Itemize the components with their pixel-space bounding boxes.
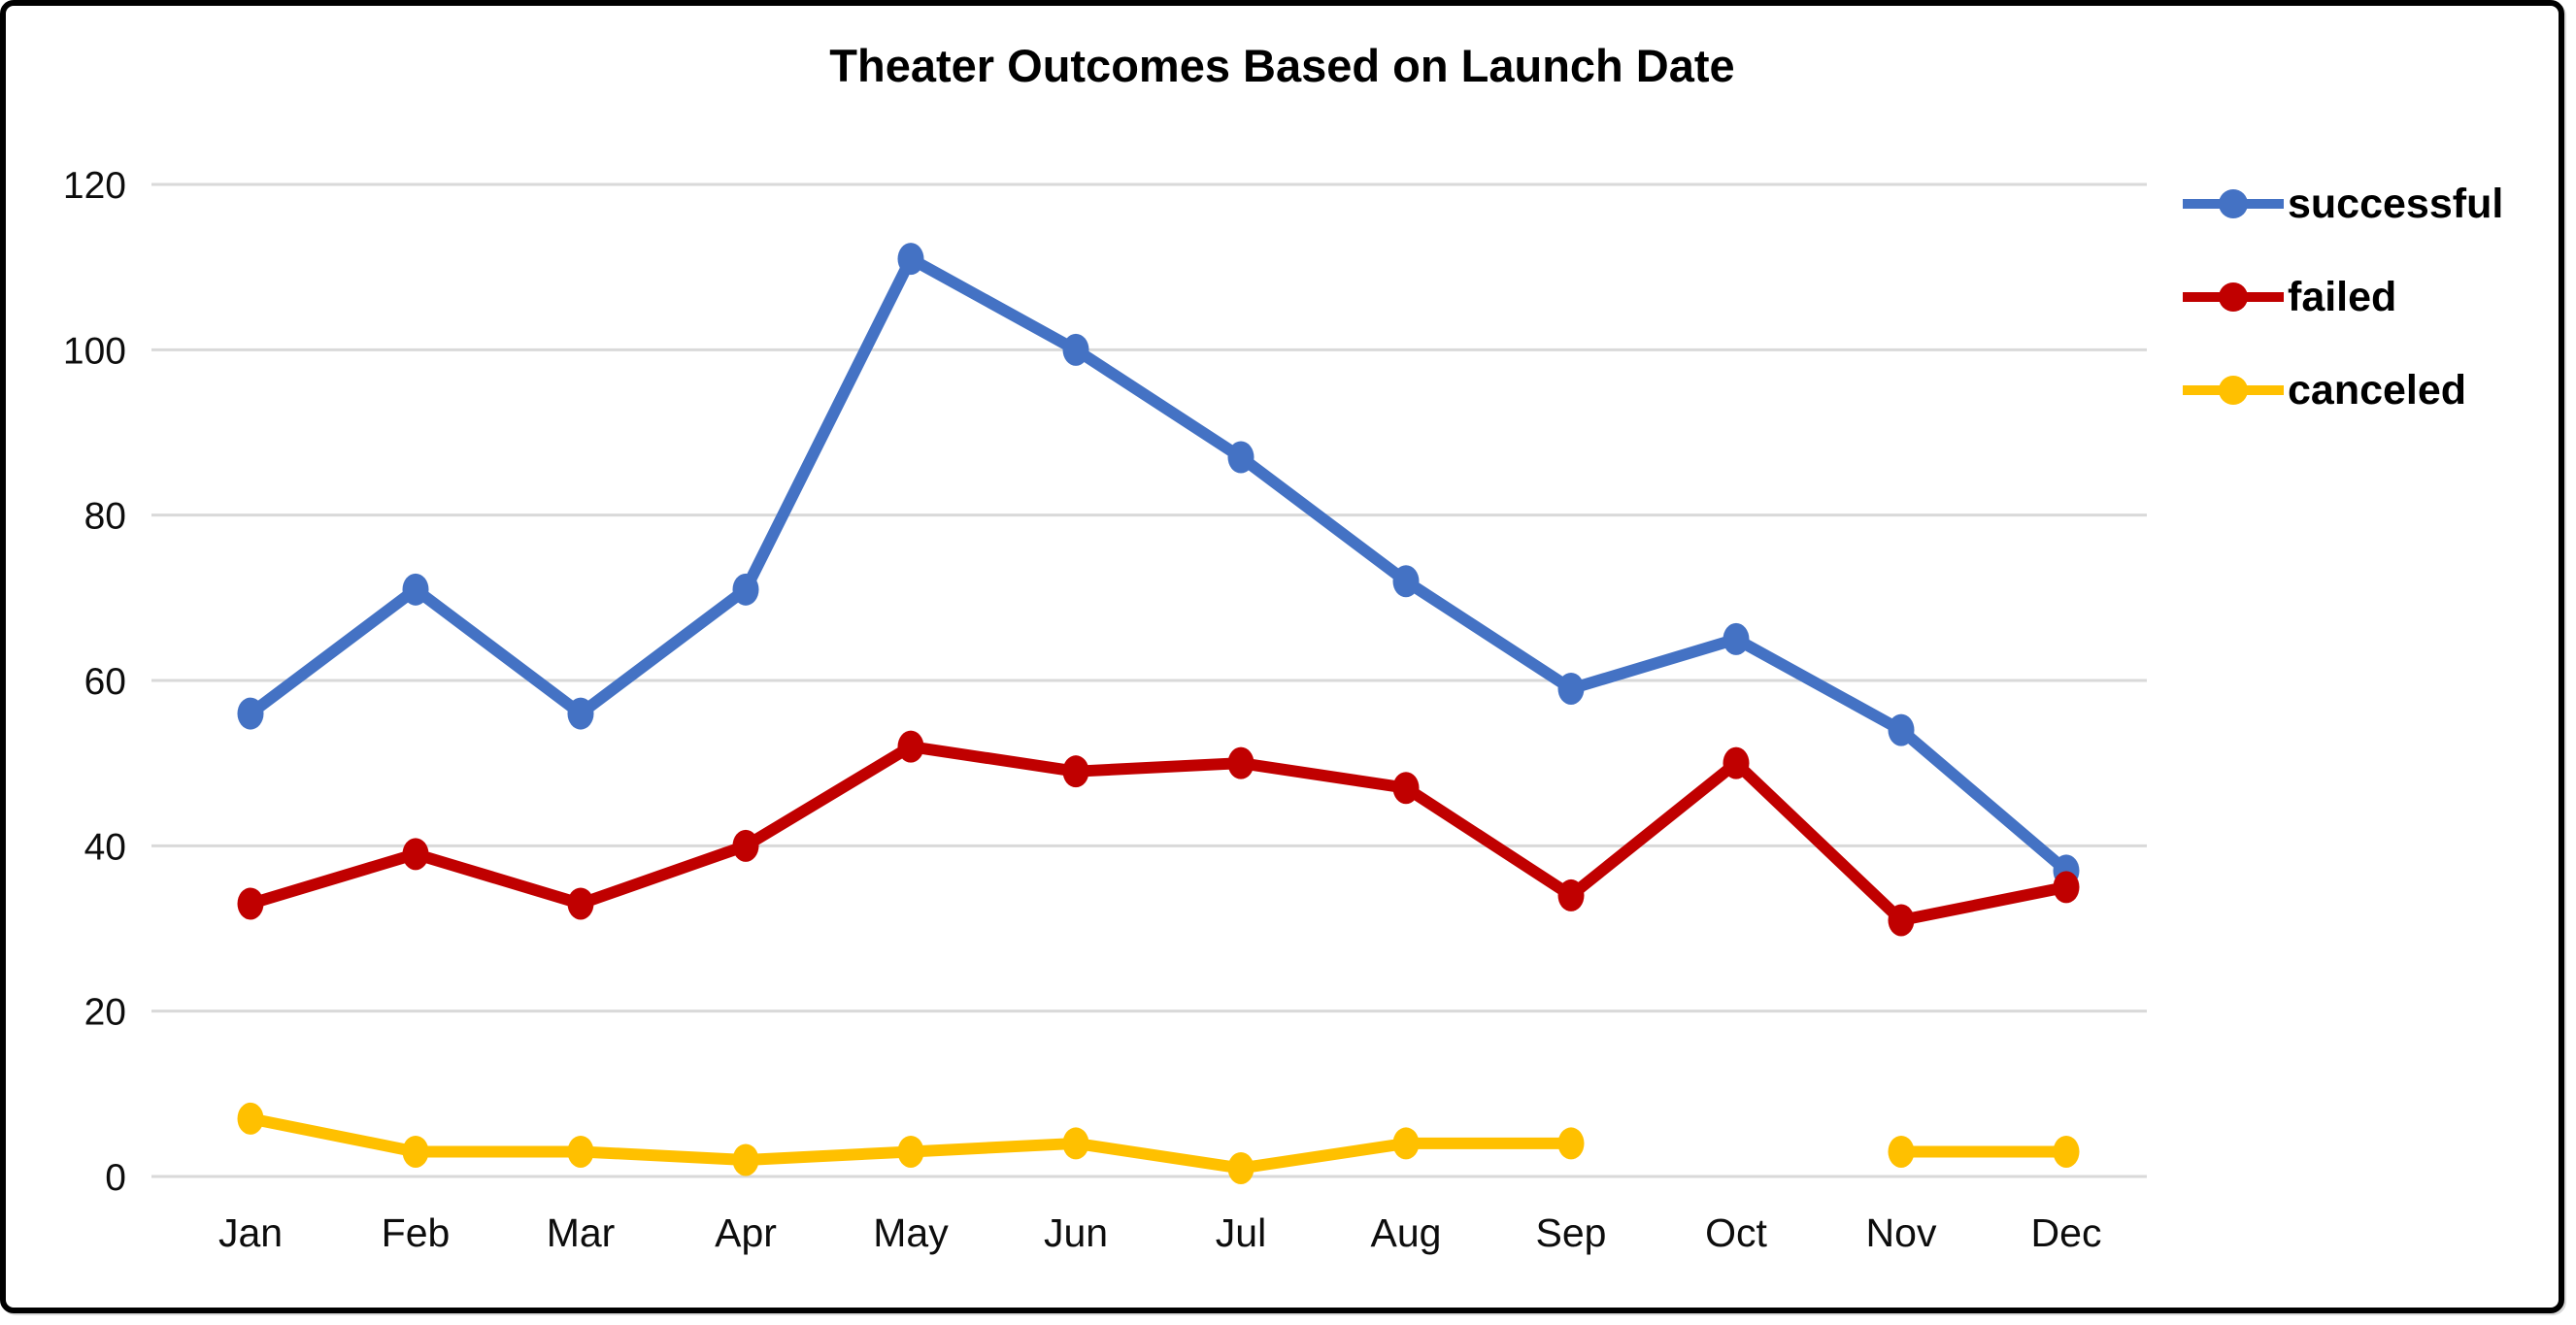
y-axis-tick-label: 60 <box>84 661 126 703</box>
successful-data-point-jun <box>1062 333 1089 366</box>
failed-data-point-jun <box>1062 755 1089 788</box>
canceled-data-point-apr <box>732 1143 759 1176</box>
x-axis-tick-label-mar: Mar <box>547 1210 616 1255</box>
canceled-data-point-sep <box>1557 1127 1585 1160</box>
y-axis-tick-label: 0 <box>105 1157 126 1199</box>
legend-line-marker-icon <box>2183 189 2284 218</box>
failed-data-point-oct <box>1723 746 1750 779</box>
canceled-data-point-aug <box>1392 1127 1420 1160</box>
legend-line-marker-icon <box>2183 376 2284 405</box>
legend-label-canceled: canceled <box>2288 366 2467 414</box>
legend: successful failed canceled <box>2183 181 2503 414</box>
failed-data-point-mar <box>567 887 594 920</box>
canceled-data-point-mar <box>567 1135 594 1168</box>
legend-item-canceled: canceled <box>2183 367 2503 414</box>
y-axis-tick-label: 80 <box>84 496 126 538</box>
successful-data-point-nov <box>1888 713 1915 746</box>
legend-label-failed: failed <box>2288 273 2397 320</box>
x-axis-tick-label-feb: Feb <box>382 1210 451 1255</box>
x-axis-tick-label-jun: Jun <box>1044 1210 1108 1255</box>
legend-label-successful: successful <box>2288 180 2504 227</box>
successful-data-point-mar <box>567 697 594 730</box>
canceled-data-point-may <box>897 1135 924 1168</box>
legend-item-failed: failed <box>2183 274 2503 320</box>
failed-data-point-dec <box>2053 871 2080 904</box>
x-axis-tick-label-nov: Nov <box>1866 1210 1937 1255</box>
failed-data-point-aug <box>1392 772 1420 805</box>
x-axis-tick-label-sep: Sep <box>1536 1210 1607 1255</box>
x-axis-tick-label-jan: Jan <box>218 1210 283 1255</box>
x-axis-tick-label-aug: Aug <box>1371 1210 1442 1255</box>
canceled-data-point-jul <box>1227 1151 1255 1184</box>
x-axis-tick-label-jul: Jul <box>1216 1210 1266 1255</box>
y-axis-tick-label: 40 <box>84 826 126 868</box>
x-axis-tick-label-apr: Apr <box>715 1210 777 1255</box>
canceled-data-point-jan <box>237 1102 264 1135</box>
failed-data-point-jul <box>1227 746 1255 779</box>
x-axis-tick-label-oct: Oct <box>1705 1210 1767 1255</box>
successful-data-point-oct <box>1723 622 1750 655</box>
failed-data-point-sep <box>1557 878 1585 911</box>
legend-line-marker-icon <box>2183 282 2284 312</box>
x-axis-tick-label-dec: Dec <box>2031 1210 2102 1255</box>
canceled-data-point-feb <box>402 1135 429 1168</box>
y-axis-tick-label: 100 <box>63 330 126 372</box>
y-axis-tick-label: 120 <box>63 165 126 207</box>
canceled-data-point-dec <box>2053 1135 2080 1168</box>
failed-data-point-jan <box>237 887 264 920</box>
y-axis-tick-label: 20 <box>84 992 126 1034</box>
successful-data-point-may <box>897 243 924 276</box>
legend-item-successful: successful <box>2183 181 2503 227</box>
successful-line <box>245 252 2072 877</box>
chart-title: Theater Outcomes Based on Launch Date <box>829 40 1735 91</box>
successful-data-point-feb <box>402 573 429 606</box>
successful-data-point-sep <box>1557 673 1585 706</box>
failed-data-point-feb <box>402 838 429 871</box>
line-chart-plot-area: 0 20 40 60 80 100 120 Jan Feb Mar Apr May Jun Jul Aug S… <box>63 165 2147 1255</box>
canceled-data-point-jun <box>1062 1127 1089 1160</box>
failed-data-point-nov <box>1888 904 1915 937</box>
successful-data-point-jul <box>1227 441 1255 474</box>
failed-data-point-may <box>897 730 924 763</box>
failed-data-point-apr <box>732 829 759 862</box>
successful-data-point-apr <box>732 573 759 606</box>
failed-line <box>245 741 2072 926</box>
successful-data-point-jan <box>237 697 264 730</box>
canceled-data-point-nov <box>1888 1135 1915 1168</box>
successful-data-point-aug <box>1392 565 1420 598</box>
x-axis-tick-label-may: May <box>873 1210 949 1255</box>
